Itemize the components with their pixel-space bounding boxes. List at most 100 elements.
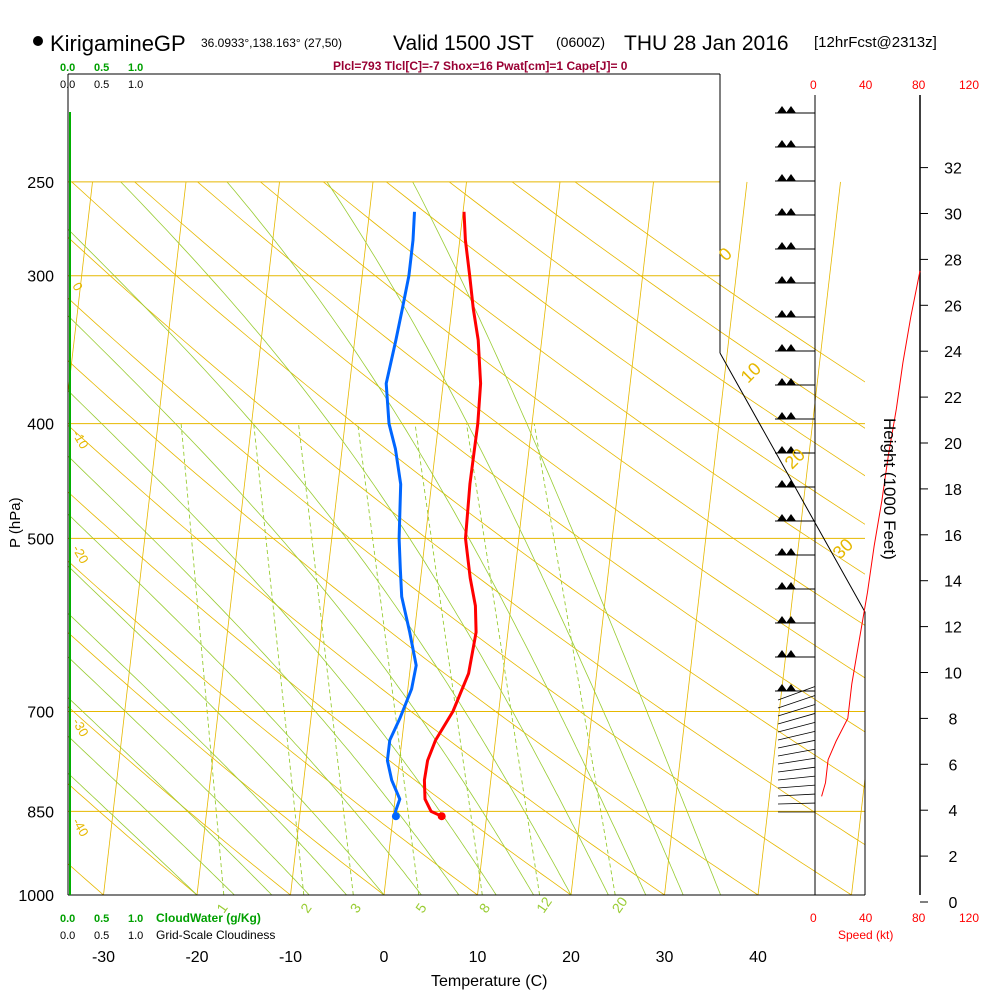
height-tick-label: 12 (944, 620, 962, 637)
isotherm-label: -30 (69, 716, 91, 740)
wind-barb-staff (777, 775, 816, 781)
dry-adiabat-line (68, 783, 198, 895)
pressure-tick-label: 500 (27, 531, 54, 548)
isotherm-line (68, 181, 93, 398)
wind-barb-staff (777, 704, 816, 717)
cw-top-tick-2: 1.0 (128, 62, 143, 74)
moist-adiabat-line (68, 390, 497, 895)
wind-barb-pennant (786, 446, 796, 453)
dry-adiabat-line (260, 181, 865, 626)
temperature-tick-label: 40 (749, 949, 767, 966)
moist-adiabat-line (68, 565, 385, 895)
moist-adiabat-line (226, 181, 647, 895)
wind-speed-profile (821, 270, 921, 797)
wind-barb-pennant (786, 106, 796, 113)
pressure-tick-label: 250 (27, 175, 54, 192)
isobar-lines (68, 181, 865, 895)
station-marker-icon (33, 36, 43, 46)
wind-barb-pennant (777, 548, 787, 555)
station-coords: 36.0933°,138.163° (27,50) (201, 36, 342, 50)
temperature-tick-label: -10 (279, 949, 302, 966)
dry-adiabat-line (68, 360, 759, 895)
cc-bottom-tick-1: 0.5 (94, 930, 109, 942)
dewpoint-profile (384, 211, 418, 817)
moist-adiabat-line (68, 315, 534, 895)
dry-adiabat-line (68, 297, 852, 895)
cc-bottom-tick-0: 0.0 (60, 930, 75, 942)
dry-adiabat-line (68, 236, 865, 846)
moist-adiabats (68, 181, 721, 895)
surface-dewpoint-point (391, 812, 400, 821)
wind-barb-pennant (786, 378, 796, 385)
sounding-params: Plcl=793 Tlcl[C]=-7 Shox=16 Pwat[cm]=1 C… (333, 59, 628, 73)
temperature-profile (422, 211, 483, 818)
height-tick-label: 32 (944, 161, 962, 178)
mixing-ratio-lines (180, 423, 616, 895)
temperature-tick-labels: -30 -20 -10 0 10 20 30 40 (92, 949, 767, 966)
height-tick-label: 22 (944, 390, 962, 407)
wind-barb-pennant (777, 650, 787, 657)
wind-barb-pennant (786, 276, 796, 283)
temperature-tick-label: 10 (469, 949, 487, 966)
height-tick-label: 24 (944, 344, 962, 361)
dry-adiabat-line (323, 181, 865, 575)
dry-adiabat-line (386, 181, 865, 525)
speed-top-tick-1: 40 (859, 78, 873, 92)
wind-barb-pennant (777, 412, 787, 419)
wind-barb-pennant (786, 242, 796, 249)
speed-top-tick-0: 0 (810, 78, 817, 92)
wind-barb-staff (777, 766, 816, 773)
cloudwater-scale-bottom: 0.0 0.5 1.0 CloudWater (g/Kg) 0.0 0.5 1.… (60, 911, 275, 942)
height-tick-label: 16 (944, 528, 962, 545)
plot-frame (67, 73, 921, 896)
moist-adiabat-line (68, 696, 273, 895)
cw-top-tick-0: 0.0 (60, 62, 75, 74)
pressure-tick-label: 400 (27, 417, 54, 434)
wind-barb-pennant (777, 106, 787, 113)
mixing-ratio-line (298, 423, 354, 895)
height-tick-label: 6 (949, 757, 958, 774)
height-tick-label: 18 (944, 482, 962, 499)
height-tick-label: 28 (944, 252, 962, 269)
temperature-tick-label: 30 (656, 949, 674, 966)
speed-top-tick-3: 120 (959, 78, 979, 92)
mixing-ratio-line (253, 423, 305, 895)
wind-barb-pennant (786, 514, 796, 521)
pressure-tick-label: 700 (27, 705, 54, 722)
cw-bottom-tick-2: 1.0 (128, 913, 143, 925)
temperature-tick-label: 0 (380, 949, 389, 966)
height-tick-label: 14 (944, 574, 962, 591)
speed-top-tick-2: 80 (912, 78, 926, 92)
wind-barb-pennant (777, 582, 787, 589)
dry-adiabat-line (71, 181, 865, 788)
cw-bottom-tick-0: 0.0 (60, 913, 75, 925)
wind-barb-staff (777, 730, 816, 741)
wind-barb-pennant (786, 480, 796, 487)
wind-barb-pennant (777, 276, 787, 283)
speed-bottom-tick-2: 80 (912, 911, 926, 925)
height-tick-label: 4 (949, 803, 958, 820)
mixing-ratio-label: 5 (412, 900, 430, 916)
height-tick-label: 20 (944, 436, 962, 453)
wind-barb-pennant (786, 310, 796, 317)
moist-adiabat-line (120, 181, 609, 895)
cc-top-tick-0: 0.0 (60, 79, 75, 91)
wind-barb-pennant (786, 684, 796, 691)
moist-adiabat-line (412, 181, 721, 895)
wind-barb-pennant (777, 514, 787, 521)
mixing-ratio-line (357, 423, 420, 895)
wind-barb-staff (777, 686, 816, 701)
wind-barb-staff (777, 695, 816, 709)
cw-top-tick-1: 0.5 (94, 62, 109, 74)
mixing-ratio-line (414, 423, 483, 895)
valid-zulu: (0600Z) (556, 34, 605, 50)
moist-adiabat-line (68, 455, 460, 895)
wind-barb-pennant (777, 242, 787, 249)
wind-barb-staff (777, 793, 816, 797)
isotherm-label: -20 (69, 542, 91, 566)
wind-barb-pennant (786, 140, 796, 147)
wind-barb-pennant (786, 650, 796, 657)
moist-adiabat-line (68, 656, 310, 895)
wind-barb-pennant (777, 208, 787, 215)
